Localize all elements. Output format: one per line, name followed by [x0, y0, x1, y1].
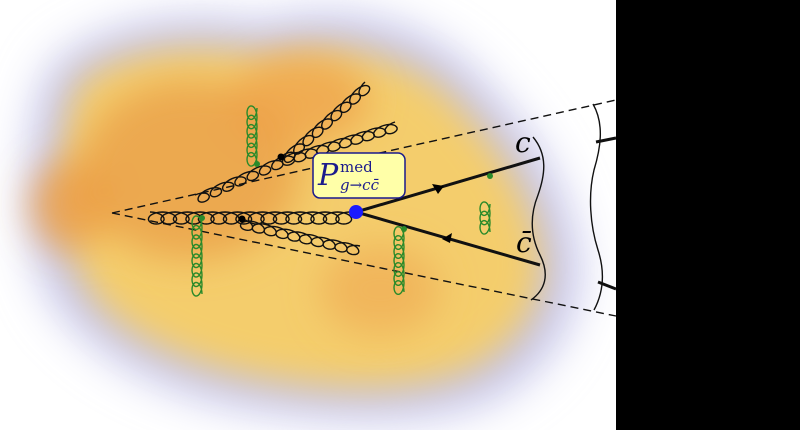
wavy-boundary-left: [530, 136, 546, 301]
soft-vertex-2: [199, 215, 205, 221]
arrow-charm: [432, 184, 444, 194]
gluon-lower: [239, 218, 361, 256]
medium-core-4: [320, 245, 440, 335]
soft-vertex-3: [401, 226, 407, 232]
gluon-upper-2: [280, 81, 371, 164]
soft-gluon-1: [246, 105, 258, 167]
gluon-upper-1: [194, 156, 284, 203]
vertices: [199, 153, 493, 232]
label-sup: med: [340, 158, 373, 176]
gluon-upper-3: [280, 121, 398, 166]
quark-arrows: [432, 184, 452, 243]
gluon-lines: [147, 81, 398, 256]
label-box: [312, 152, 406, 199]
soft-gluons: [191, 105, 491, 297]
soft-vertex-1: [254, 161, 260, 167]
arrow-anticharm: [442, 233, 452, 243]
medium-core-2: [230, 55, 370, 145]
quark-hadron-lower: [597, 280, 617, 291]
wavy-boundary-right: [589, 103, 604, 311]
label-sub: g→cc̄: [340, 176, 380, 194]
anticharm-label: c̄: [516, 226, 532, 259]
soft-gluon-2: [191, 215, 203, 297]
soft-gluon-3: [393, 225, 405, 295]
emission-vertex-1: [277, 153, 285, 161]
quark-hadron-upper: [595, 136, 617, 144]
gluon-main: [147, 211, 353, 225]
soft-gluon-4: [479, 201, 491, 235]
label-main: P: [317, 158, 339, 193]
charm-label: c: [515, 126, 531, 159]
soft-vertex-4: [487, 173, 493, 179]
right-panel: [616, 0, 800, 430]
hadronization-boundaries: [530, 103, 604, 311]
cone-upper-edge: [111, 99, 617, 214]
emission-vertex-2: [238, 215, 246, 223]
splitting-label: P med g→cc̄: [312, 152, 406, 199]
medium-blob: [28, 14, 579, 420]
charm-quark-line: [355, 156, 541, 214]
splitting-vertex: [349, 205, 363, 219]
medium-core-3: [30, 160, 110, 250]
